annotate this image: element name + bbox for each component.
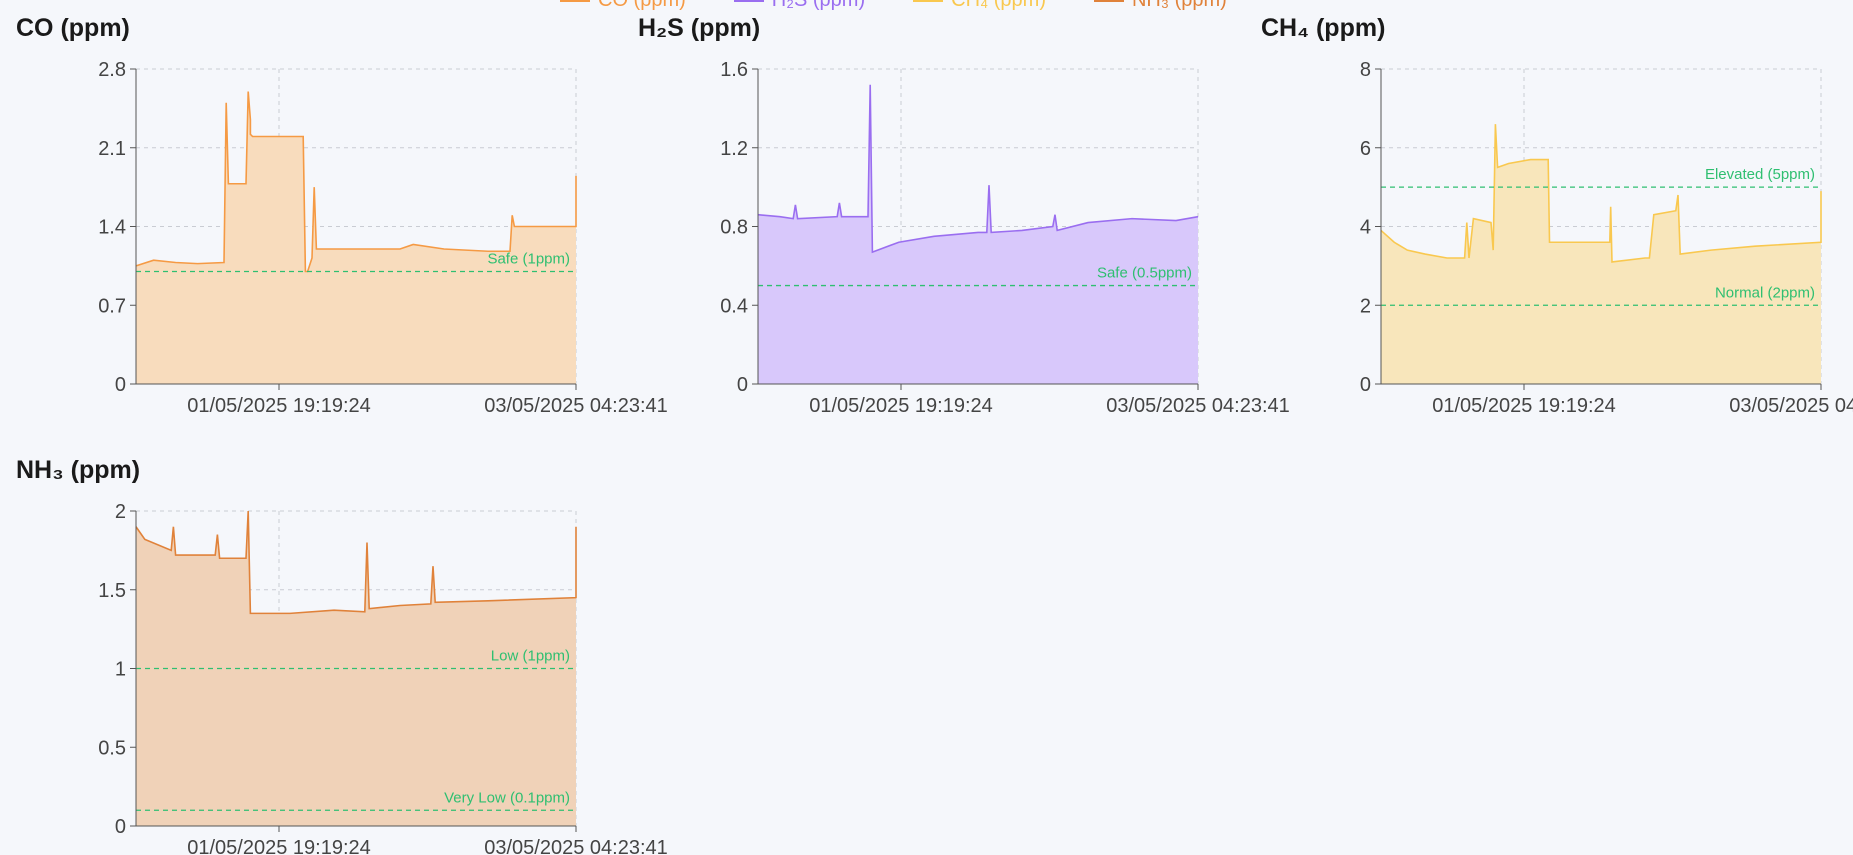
legend-swatch <box>1093 0 1124 2</box>
reference-label: Low (1ppm) <box>491 648 570 665</box>
legend-item-ch4[interactable]: CH₄ (ppm) <box>913 0 1046 12</box>
chart-title: CO (ppm) <box>16 14 130 42</box>
y-tick-label: 0 <box>115 374 126 396</box>
x-tick-label: 03/05/2025 04:23:41 <box>484 837 668 855</box>
y-tick-label: 0.5 <box>98 737 126 759</box>
chart-title: NH₃ (ppm) <box>16 456 141 484</box>
legend-swatch <box>733 0 764 2</box>
legend: CO (ppm) H₂S (ppm) CH₄ (ppm) NH₃ (ppm) <box>560 0 1227 12</box>
x-tick-label: 03/05/2025 04:23:41 <box>484 395 668 417</box>
y-tick-label: 0 <box>1360 374 1371 396</box>
legend-label: H₂S (ppm) <box>772 0 865 12</box>
x-tick-label: 01/05/2025 19:19:24 <box>1432 395 1616 417</box>
chart-svg: Elevated (5ppm) Normal (2ppm) 0 2 4 6 8 01/05/2… <box>1360 59 1853 417</box>
chart-panel-co: CO (ppm) Safe (1ppm) 0 0.7 1.4 2.1 2.8 01/05/2… <box>16 14 668 417</box>
chart-title: CH₄ (ppm) <box>1261 14 1386 42</box>
x-tick-label: 03/05/2025 04:23:41 <box>1729 395 1853 417</box>
series-line <box>135 510 577 615</box>
chart-title: H₂S (ppm) <box>638 14 761 42</box>
y-tick-label: 1.2 <box>720 138 748 160</box>
y-tick-label: 1.6 <box>720 59 748 81</box>
reference-label: Safe (0.5ppm) <box>1097 265 1192 282</box>
y-tick-label: 1 <box>115 659 126 681</box>
x-tick-label: 01/05/2025 19:19:24 <box>809 395 993 417</box>
chart-panel-h2s: H₂S (ppm) Safe (0.5ppm) 0 0.4 0.8 1.2 1.6 01/0… <box>638 14 1290 417</box>
legend-item-h2s[interactable]: H₂S (ppm) <box>733 0 865 12</box>
legend-swatch <box>913 0 944 2</box>
y-tick-label: 0 <box>737 374 748 396</box>
y-tick-label: 2 <box>1360 295 1371 317</box>
reference-label: Very Low (0.1ppm) <box>444 789 570 806</box>
legend-item-nh3[interactable]: NH₃ (ppm) <box>1093 0 1227 12</box>
series-line <box>135 91 577 273</box>
legend-swatch <box>560 0 590 2</box>
y-tick-label: 1.5 <box>98 580 126 602</box>
y-tick-label: 0.4 <box>720 295 748 317</box>
y-tick-label: 6 <box>1360 138 1371 160</box>
chart-panel-nh3: NH₃ (ppm) Low (1ppm) Very Low (0.1ppm) 0 0.… <box>16 456 668 855</box>
legend-label: NH₃ (ppm) <box>1132 0 1227 12</box>
y-tick-label: 8 <box>1360 59 1371 81</box>
reference-label: Normal (2ppm) <box>1715 284 1815 301</box>
legend-label: CO (ppm) <box>598 0 686 12</box>
legend-label: CH₄ (ppm) <box>951 0 1046 12</box>
x-tick-label: 03/05/2025 04:23:41 <box>1106 395 1290 417</box>
y-tick-label: 0.8 <box>720 217 748 239</box>
x-tick-label: 01/05/2025 19:19:24 <box>187 837 371 855</box>
chart-panel-ch4: CH₄ (ppm) Elevated (5ppm) Normal (2ppm) 0 2… <box>1261 14 1853 417</box>
series-line <box>757 84 1199 254</box>
chart-svg: Low (1ppm) Very Low (0.1ppm) 0 0.5 1 1.5 2 01/0… <box>98 501 668 855</box>
reference-label: Elevated (5ppm) <box>1705 166 1815 183</box>
area-fill <box>758 84 1198 384</box>
y-tick-label: 2.8 <box>98 59 126 81</box>
x-tick-label: 01/05/2025 19:19:24 <box>187 395 371 417</box>
y-tick-label: 2.1 <box>98 138 126 160</box>
series-line <box>1380 124 1822 263</box>
area-fill <box>1381 124 1821 384</box>
chart-svg: Safe (1ppm) 0 0.7 1.4 2.1 2.8 01/05/2025 19:19… <box>98 59 668 417</box>
chart-svg: Safe (0.5ppm) 0 0.4 0.8 1.2 1.6 01/05/2025 19:… <box>720 59 1290 417</box>
y-tick-label: 0 <box>115 816 126 838</box>
y-tick-label: 0.7 <box>98 295 126 317</box>
reference-label: Safe (1ppm) <box>487 251 570 268</box>
y-tick-label: 2 <box>115 501 126 523</box>
y-tick-label: 1.4 <box>98 217 126 239</box>
y-tick-label: 4 <box>1360 217 1371 239</box>
area-fill <box>136 91 576 384</box>
legend-item-co[interactable]: CO (ppm) <box>560 0 686 12</box>
